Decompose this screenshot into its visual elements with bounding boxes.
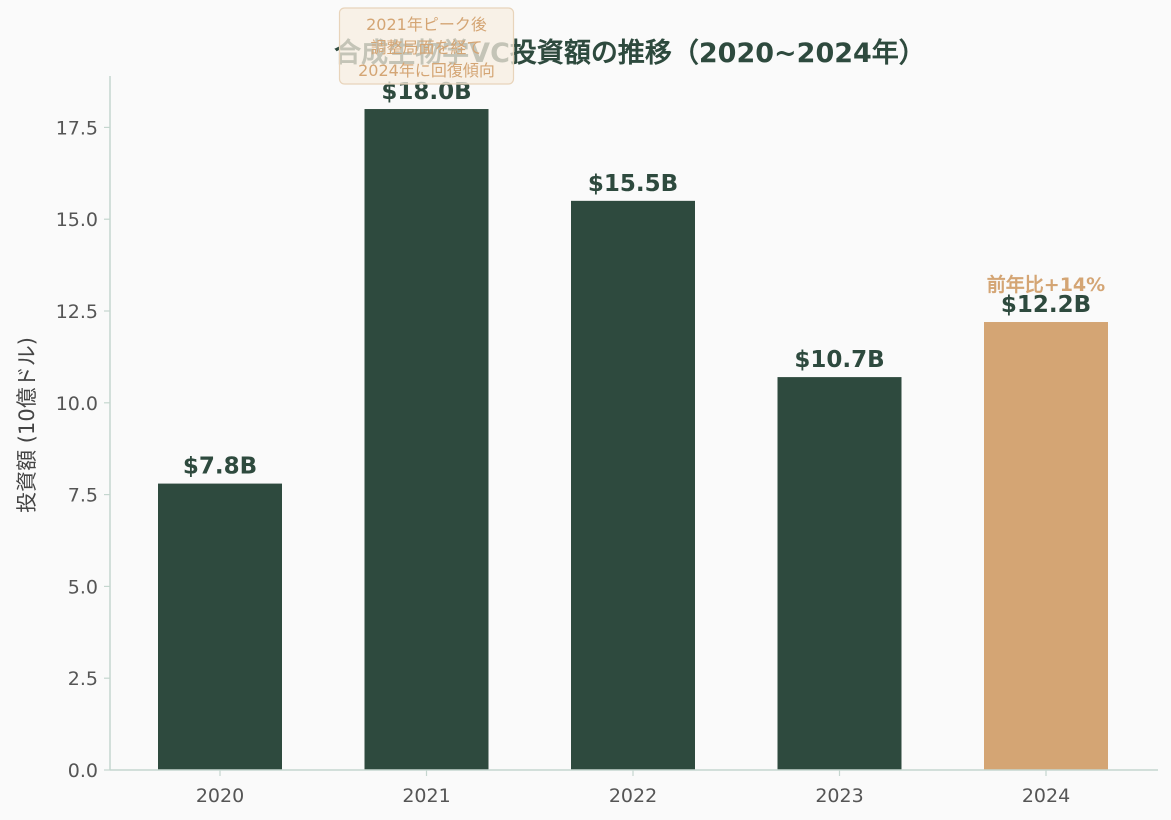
value-label-2024: $12.2B [1001,292,1091,318]
bar-2024 [984,322,1108,770]
y-tick-label: 15.0 [56,209,98,231]
bar-2020 [158,483,282,770]
bar-2021 [364,109,489,771]
y-tick-label: 10.0 [56,393,98,415]
x-tick-label-2023: 2023 [815,785,863,807]
y-tick-label: 17.5 [56,117,98,139]
y-tick-label: 5.0 [68,576,98,598]
yoy-annotation: 前年比+14% [987,273,1105,296]
y-tick-label: 2.5 [68,668,98,690]
bars-group [158,109,1108,771]
y-axis: 0.0 2.5 5.0 7.5 10.0 12.5 15.0 17.5 [56,76,111,782]
y-axis-label: 投資額 (10億ドル) [15,337,39,513]
y-tick-label: 7.5 [68,485,98,507]
x-tick-label-2024: 2024 [1022,785,1070,807]
x-axis: 2020 2021 2022 2023 2024 [110,769,1158,807]
x-tick-label-2021: 2021 [402,785,450,807]
note-line: 2024年に回復傾向 [358,61,495,80]
y-tick-label: 0.0 [68,760,98,782]
value-labels-group: $7.8B$18.0B$15.5B$10.7B$12.2B [183,79,1091,480]
note-box [338,7,515,85]
x-tick-label-2022: 2022 [609,785,657,807]
x-tick-label-2020: 2020 [196,785,244,807]
value-label-2022: $15.5B [588,171,678,197]
value-label-2023: $10.7B [794,347,884,373]
value-label-2020: $7.8B [183,454,257,480]
note-line: 調整局面を経て [370,38,482,57]
bar-2022 [571,200,695,770]
y-tick-label: 12.5 [56,301,98,323]
bar-2023 [777,377,902,770]
note-line: 2021年ピーク後 [366,15,487,34]
